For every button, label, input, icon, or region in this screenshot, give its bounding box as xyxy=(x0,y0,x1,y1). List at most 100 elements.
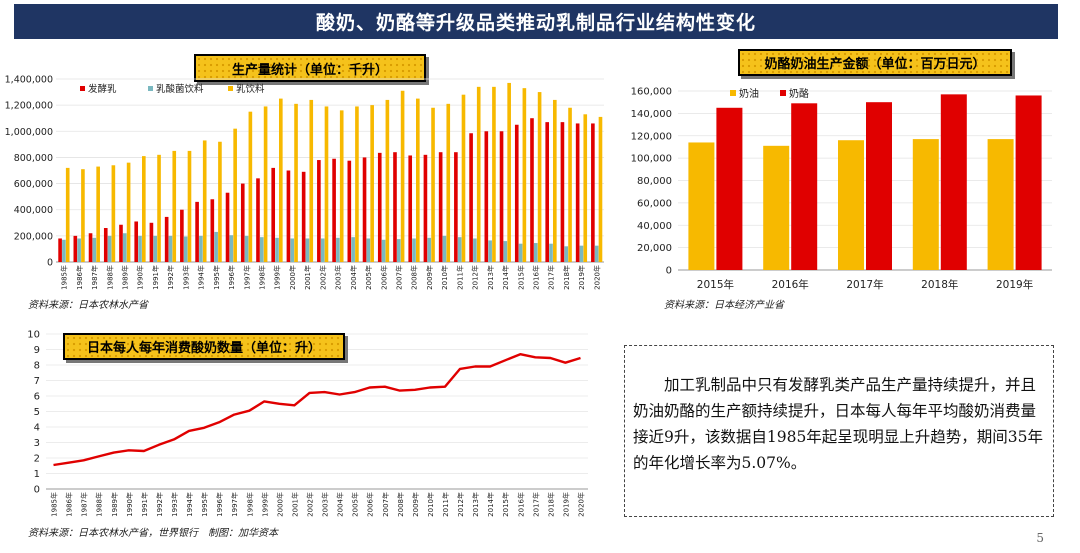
legend-label: 乳饮料 xyxy=(236,83,265,95)
bar-cheese xyxy=(866,102,892,270)
x-tick-label: 2011年 xyxy=(441,492,450,517)
bar-milk-drink xyxy=(583,114,588,263)
x-tick-label: 1990年 xyxy=(136,265,145,290)
bar-fermented-milk xyxy=(256,178,260,262)
bar-lactic-drink xyxy=(488,240,492,262)
bar-lactic-drink xyxy=(305,238,310,262)
legend-swatch xyxy=(80,86,85,91)
bar-lactic-drink xyxy=(473,238,477,262)
bar-fermented-milk xyxy=(88,233,93,262)
bar-fermented-milk xyxy=(438,152,443,262)
y-tick-label: 6 xyxy=(34,392,40,403)
legend-label: 奶油 xyxy=(739,87,759,100)
bar-lactic-drink xyxy=(107,235,112,262)
production-source: 资料来源：日本农林水产省 xyxy=(28,300,148,311)
bar-milk-drink xyxy=(96,166,100,262)
y-tick-label: 140,000 xyxy=(631,109,672,120)
bar-fermented-milk xyxy=(560,122,565,262)
x-tick-label: 2014年 xyxy=(486,492,495,517)
bar-lactic-drink xyxy=(183,236,188,262)
bar-lactic-drink xyxy=(336,237,340,262)
x-tick-label: 1993年 xyxy=(181,265,190,290)
legend-label: 乳酸菌饮料 xyxy=(156,83,204,95)
yogurt-series-line xyxy=(53,353,581,467)
x-tick-label: 1995年 xyxy=(200,492,209,517)
bar-milk-drink xyxy=(65,167,70,262)
bar-fermented-milk xyxy=(210,199,215,262)
bar-milk-drink xyxy=(385,99,390,262)
y-tick-label: 100,000 xyxy=(631,154,672,165)
bar-milk-drink xyxy=(218,141,222,262)
bar-fermented-milk xyxy=(240,183,245,262)
bar-milk-drink xyxy=(263,106,268,262)
x-tick-label: 2012年 xyxy=(456,492,465,517)
bar-lactic-drink xyxy=(381,239,386,262)
bar-milk-drink xyxy=(522,88,527,263)
x-tick-label: 2016年 xyxy=(532,265,541,290)
bar-lactic-drink xyxy=(412,238,416,262)
x-tick-label: 1994年 xyxy=(197,265,206,290)
bar-milk-drink xyxy=(309,99,314,262)
x-tick-label: 1987年 xyxy=(80,492,89,517)
bar-fermented-milk xyxy=(347,160,352,262)
x-tick-label: 2013年 xyxy=(486,265,495,290)
x-tick-label: 2002年 xyxy=(318,265,327,290)
bar-fermented-milk xyxy=(73,235,78,262)
y-tick-label: 2 xyxy=(34,454,40,465)
bar-lactic-drink xyxy=(503,241,508,262)
bar-milk-drink xyxy=(279,98,283,262)
bar-lactic-drink xyxy=(244,235,249,262)
bar-lactic-drink xyxy=(153,235,158,262)
bar-fermented-milk xyxy=(530,118,534,262)
bar-milk-drink xyxy=(202,140,207,262)
y-tick-label: 8 xyxy=(34,361,40,372)
x-tick-label: 1992年 xyxy=(166,265,175,290)
bar-milk-drink xyxy=(446,103,451,262)
bar-fermented-milk xyxy=(119,224,123,262)
x-tick-label: 2003年 xyxy=(321,492,330,517)
bar-milk-drink xyxy=(537,92,542,262)
x-tick-label: 2019年 xyxy=(561,492,570,517)
bar-fermented-milk xyxy=(469,133,473,262)
y-tick-label: 7 xyxy=(34,376,40,387)
y-tick-label: 0 xyxy=(34,485,40,496)
bar-lactic-drink xyxy=(290,238,295,262)
bar-milk-drink xyxy=(339,110,344,262)
x-tick-label: 2008年 xyxy=(396,492,405,517)
y-tick-label: 160,000 xyxy=(631,87,672,98)
x-tick-label: 1996年 xyxy=(215,492,224,517)
legend-swatch xyxy=(228,86,233,91)
production-chart-title: 生产量统计（单位：千升） xyxy=(194,54,426,82)
bar-lactic-drink xyxy=(62,239,66,262)
y-tick-label: 200,000 xyxy=(14,231,53,242)
legend-swatch xyxy=(730,90,736,96)
bar-fermented-milk xyxy=(393,152,397,262)
bar-fermented-milk xyxy=(454,152,458,262)
y-tick-label: 60,000 xyxy=(637,198,672,209)
x-tick-label: 1999年 xyxy=(260,492,269,517)
x-tick-label: 2010年 xyxy=(440,265,449,290)
production-bar-chart: 0 200,000 400,000 600,000 800,000 1,000,000 1,… xyxy=(5,75,604,290)
bar-fermented-milk xyxy=(575,123,580,262)
bar-lactic-drink xyxy=(594,245,599,262)
bar-butter xyxy=(912,139,939,270)
bar-fermented-milk xyxy=(149,222,154,262)
x-tick-label: 2001年 xyxy=(303,265,312,290)
bar-fermented-milk xyxy=(301,171,306,262)
x-tick-label: 1988年 xyxy=(95,492,104,517)
legend-label: 发酵乳 xyxy=(88,83,117,95)
bar-lactic-drink xyxy=(457,237,462,262)
bar-milk-drink xyxy=(157,154,161,262)
bar-fermented-milk xyxy=(103,228,108,262)
y-tick-label: 1,000,000 xyxy=(5,127,53,138)
x-tick-label: 2018年 xyxy=(921,278,958,291)
x-tick-label: 2002年 xyxy=(305,492,314,517)
x-tick-label: 1992年 xyxy=(155,492,164,517)
bar-milk-drink xyxy=(126,162,131,262)
x-tick-label: 1991年 xyxy=(151,265,160,290)
x-tick-label: 2006年 xyxy=(366,492,375,517)
x-tick-label: 1993年 xyxy=(170,492,179,517)
x-tick-label: 2020年 xyxy=(576,492,585,517)
bar-cheese xyxy=(1015,95,1042,270)
bar-cheese xyxy=(716,107,743,270)
